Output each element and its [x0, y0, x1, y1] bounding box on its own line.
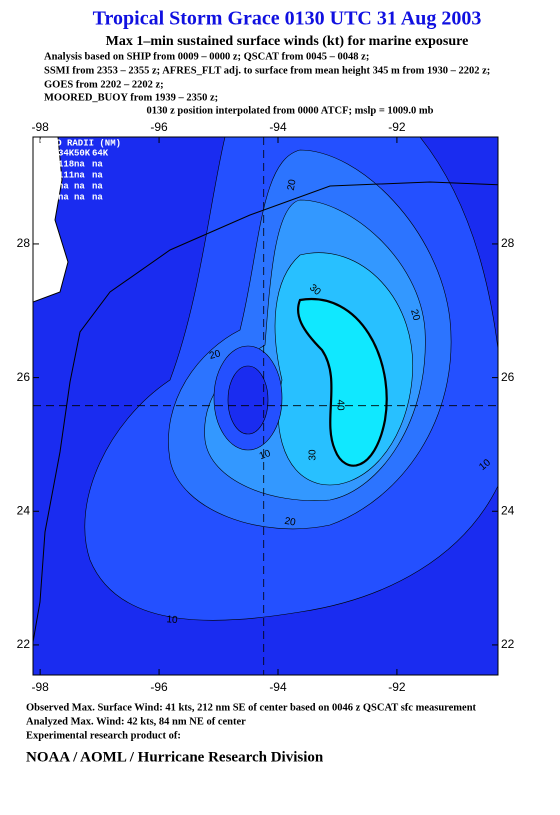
contour-label: 20 — [208, 348, 222, 362]
wind-radii-cell: na — [74, 192, 85, 202]
contour-label: 40 — [334, 399, 345, 411]
wind-radii-cell: na — [92, 192, 103, 202]
wind-radii-cell: na — [58, 181, 69, 191]
contour-label: 10 — [166, 614, 178, 626]
wind-radii-cell: 118 — [58, 159, 74, 169]
wind-radii-cell: NW — [40, 192, 51, 202]
land-patch — [33, 137, 68, 302]
wind-radii-cell: NE — [40, 159, 51, 169]
low-core — [227, 365, 269, 435]
analysis-line: MOORED_BUOY from 1939 – 2350 z; — [44, 92, 218, 103]
analysis-line: GOES from 2202 – 2202 z; — [44, 79, 164, 90]
wind-radii-header: 34K — [58, 148, 75, 158]
wind-radii-cell: na — [58, 192, 69, 202]
wind-radii-cell: SW — [40, 181, 51, 191]
contour-label: 20 — [408, 308, 422, 322]
y-tick-label: 28 — [17, 236, 31, 250]
wind-radii-cell: 111 — [58, 170, 75, 180]
subtitle: Max 1–min sustained surface winds (kt) f… — [106, 34, 469, 49]
coastline — [33, 181, 498, 643]
x-tick-label: -98 — [31, 680, 49, 694]
coastline — [33, 137, 69, 303]
x-tick-label: -92 — [388, 680, 406, 694]
contour-40 — [296, 297, 388, 467]
y-tick-label: 24 — [17, 503, 31, 517]
wind-radii-header: 50K — [74, 148, 91, 158]
title: Tropical Storm Grace 0130 UTC 31 Aug 200… — [93, 8, 482, 30]
wind-radii-cell: na — [92, 181, 103, 191]
wind-field — [33, 137, 498, 675]
y-tick-label: 26 — [17, 370, 31, 384]
footer-line: Experimental research product of: — [26, 730, 181, 741]
wind-radii-cell: na — [74, 181, 85, 191]
contour-label: 10 — [258, 448, 273, 462]
contour-label: 30 — [308, 449, 319, 461]
contour-label: 20 — [286, 178, 299, 191]
wind-radii-cell: SE — [40, 170, 51, 180]
y-tick-label: 22 — [501, 637, 515, 651]
x-tick-label: -98 — [31, 120, 49, 134]
analysis-line: SSMI from 2353 – 2355 z; AFRES_FLT adj. … — [44, 65, 490, 76]
contour-label: 20 — [284, 516, 297, 529]
wind-radii-cell: na — [74, 170, 85, 180]
y-tick-label: 26 — [501, 370, 515, 384]
position-note: 0130 z position interpolated from 0000 A… — [146, 105, 433, 116]
wind-radii-header: QD — [40, 148, 51, 158]
footer-line: Observed Max. Surface Wind: 41 kts, 212 … — [26, 702, 477, 713]
x-tick-label: -96 — [150, 120, 168, 134]
wind-radii-cell: na — [92, 170, 103, 180]
wind-radii-cell: na — [92, 159, 103, 169]
wind-radii-title: WIND RADII (NM) — [40, 138, 121, 148]
x-tick-label: -96 — [150, 680, 168, 694]
analysis-line: Analysis based on SHIP from 0009 – 0000 … — [44, 51, 369, 62]
y-tick-label: 24 — [501, 503, 515, 517]
wind-radii-cell: na — [74, 159, 85, 169]
y-tick-label: 28 — [501, 236, 515, 250]
y-tick-label: 22 — [17, 637, 31, 651]
organization: NOAA / AOML / Hurricane Research Divisio… — [26, 749, 324, 765]
wind-radii-header: 64K — [92, 148, 109, 158]
x-tick-label: -92 — [388, 120, 406, 134]
footer-line: Analyzed Max. Wind: 42 kts, 84 nm NE of … — [26, 716, 246, 727]
x-tick-label: -94 — [269, 680, 287, 694]
x-tick-label: -94 — [269, 120, 287, 134]
